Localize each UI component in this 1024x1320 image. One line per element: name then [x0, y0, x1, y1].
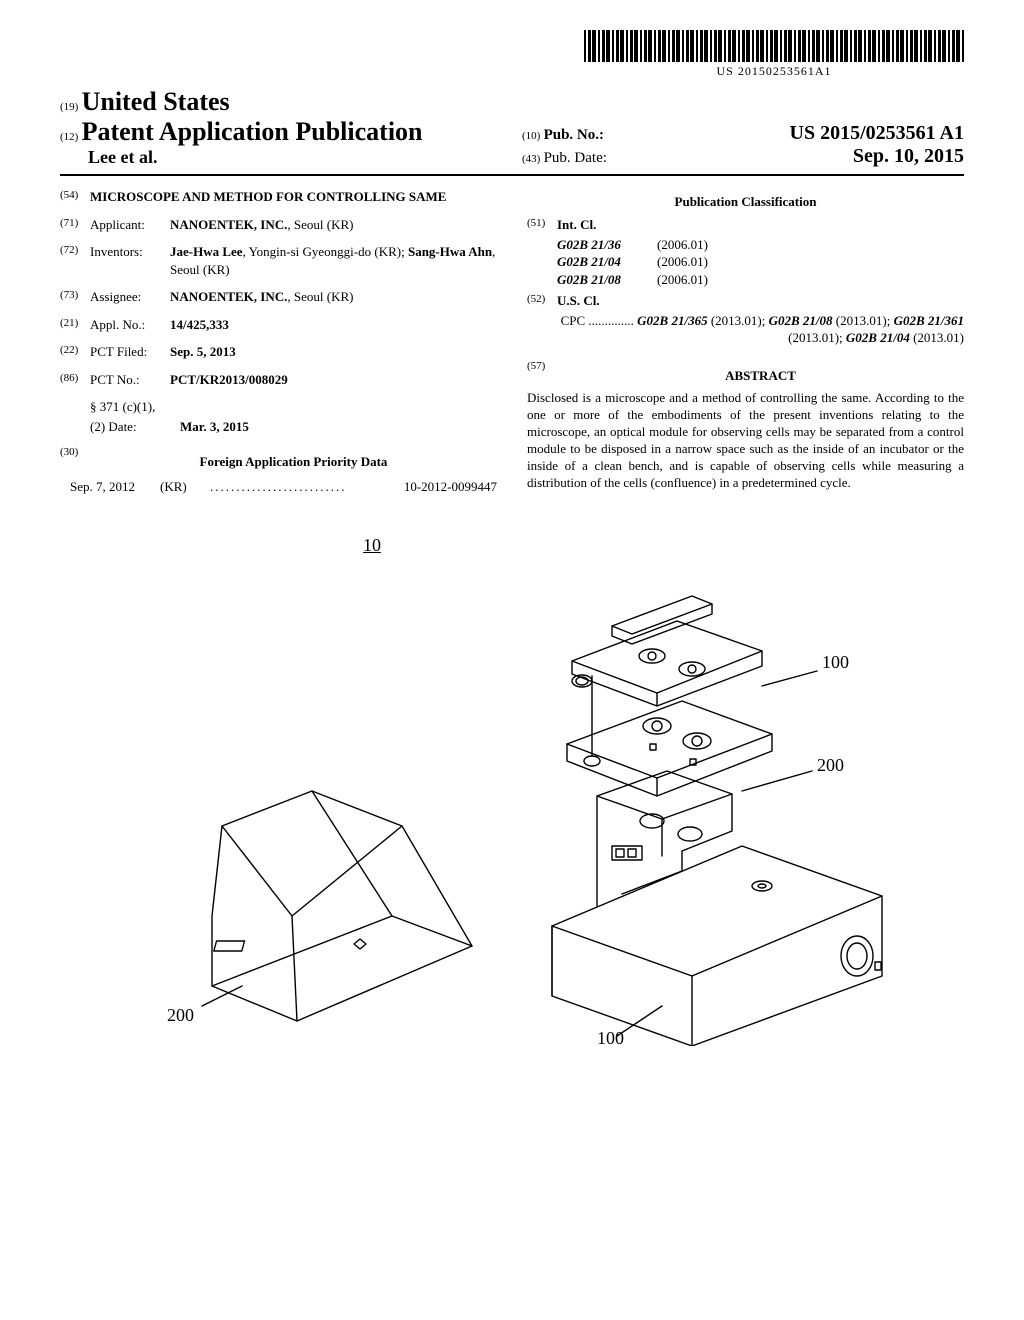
- field-22-pctfiled: (22) PCT Filed: Sep. 5, 2013: [60, 343, 497, 361]
- figure-area: 10: [60, 535, 964, 1050]
- code-43: (43): [522, 153, 540, 165]
- assignee-label: Assignee:: [90, 288, 170, 306]
- intcl-label: Int. Cl.: [557, 216, 964, 234]
- code-86: (86): [60, 371, 90, 389]
- ref-200b: 200: [167, 1005, 194, 1025]
- code-73: (73): [60, 288, 90, 306]
- field-71-applicant: (71) Applicant: NANOENTEK, INC., Seoul (…: [60, 216, 497, 234]
- header-right: (10) Pub. No.: US 2015/0253561 A1 (43) P…: [502, 122, 964, 168]
- assignee-value: NANOENTEK, INC., Seoul (KR): [170, 288, 497, 306]
- code-22: (22): [60, 343, 90, 361]
- field-30: (30) Foreign Application Priority Data: [60, 445, 497, 475]
- field-72-inventors: (72) Inventors: Jae-Hwa Lee, Yongin-si G…: [60, 243, 497, 278]
- s371-date-label: (2) Date:: [90, 418, 180, 436]
- dots-leader: ..........................: [210, 479, 377, 495]
- intcl-code-0: G02B 21/36: [557, 236, 657, 254]
- applicant-label: Applicant:: [90, 216, 170, 234]
- priority-country: (KR): [160, 479, 210, 495]
- intcl-ver-0: (2006.01): [657, 236, 964, 254]
- uscl-label: U.S. Cl.: [557, 292, 964, 310]
- intcl-row-1: G02B 21/04 (2006.01): [557, 253, 964, 271]
- inventors-value: Jae-Hwa Lee, Yongin-si Gyeonggi-do (KR);…: [170, 243, 497, 278]
- abstract-heading: ABSTRACT: [557, 367, 964, 385]
- priority-date: Sep. 7, 2012: [70, 479, 160, 495]
- code-30: (30): [60, 445, 90, 475]
- code-54: (54): [60, 188, 90, 206]
- barcode-region: US 20150253561A1: [60, 30, 964, 79]
- pctno-label: PCT No.:: [90, 371, 170, 389]
- header-left: (19) United States (12) Patent Applicati…: [60, 87, 502, 168]
- ref-100b: 100: [597, 1028, 624, 1046]
- intcl-row-2: G02B 21/08 (2006.01): [557, 271, 964, 289]
- s371-date-value: Mar. 3, 2015: [180, 418, 497, 436]
- patent-figure: 100 200 200 100: [122, 566, 902, 1046]
- field-21-applno: (21) Appl. No.: 14/425,333: [60, 316, 497, 334]
- pubno: US 2015/0253561 A1: [612, 122, 964, 145]
- inventors-short: Lee et al.: [88, 147, 502, 168]
- pctfiled-value: Sep. 5, 2013: [170, 343, 497, 361]
- pubdate-label: Pub. Date:: [544, 150, 607, 166]
- field-86-pctno: (86) PCT No.: PCT/KR2013/008029: [60, 371, 497, 389]
- code-10: (10): [522, 130, 540, 142]
- applno-value: 14/425,333: [170, 316, 497, 334]
- left-column: (54) MICROSCOPE AND METHOD FOR CONTROLLI…: [60, 188, 497, 495]
- ref-200a: 200: [817, 755, 844, 775]
- code-19: (19): [60, 101, 78, 113]
- applicant-value: NANOENTEK, INC., Seoul (KR): [170, 217, 353, 232]
- field-371-a: § 371 (c)(1),: [60, 398, 497, 416]
- code-72: (72): [60, 243, 90, 278]
- classification-heading: Publication Classification: [527, 194, 964, 210]
- field-371-b: (2) Date: Mar. 3, 2015: [60, 418, 497, 436]
- field-54-title: (54) MICROSCOPE AND METHOD FOR CONTROLLI…: [60, 188, 497, 206]
- code-51: (51): [527, 216, 557, 234]
- applno-label: Appl. No.:: [90, 316, 170, 334]
- pubno-label: Pub. No.:: [544, 127, 604, 143]
- intcl-code-1: G02B 21/04: [557, 253, 657, 271]
- pubdate: Sep. 10, 2015: [615, 145, 964, 168]
- code-57: (57): [527, 359, 557, 389]
- country: United States: [82, 87, 230, 116]
- intcl-ver-1: (2006.01): [657, 253, 964, 271]
- code-52: (52): [527, 292, 557, 310]
- right-column: Publication Classification (51) Int. Cl.…: [527, 188, 964, 495]
- inventors-label: Inventors:: [90, 243, 170, 278]
- pctno-value: PCT/KR2013/008029: [170, 371, 497, 389]
- publication-type: Patent Application Publication: [82, 117, 423, 146]
- field-57-abstract: (57) ABSTRACT: [527, 359, 964, 389]
- priority-heading: Foreign Application Priority Data: [90, 453, 497, 471]
- header: (19) United States (12) Patent Applicati…: [60, 87, 964, 176]
- abstract-text: Disclosed is a microscope and a method o…: [527, 390, 964, 491]
- code-12: (12): [60, 131, 78, 143]
- field-73-assignee: (73) Assignee: NANOENTEK, INC., Seoul (K…: [60, 288, 497, 306]
- cpc-prefix: CPC ..............: [561, 313, 634, 328]
- intcl-code-2: G02B 21/08: [557, 271, 657, 289]
- s371-label: § 371 (c)(1),: [90, 398, 180, 416]
- barcode-bars: [584, 30, 964, 62]
- barcode-number: US 20150253561A1: [584, 64, 964, 79]
- bibliographic-data: (54) MICROSCOPE AND METHOD FOR CONTROLLI…: [60, 188, 964, 495]
- cpc-line: CPC .............. G02B 21/365 (2013.01)…: [557, 312, 964, 347]
- priority-number: 10-2012-0099447: [377, 479, 497, 495]
- invention-title: MICROSCOPE AND METHOD FOR CONTROLLING SA…: [90, 188, 497, 206]
- pctfiled-label: PCT Filed:: [90, 343, 170, 361]
- cpc-codes: G02B 21/365 (2013.01); G02B 21/08 (2013.…: [637, 313, 964, 346]
- intcl-row-0: G02B 21/36 (2006.01): [557, 236, 964, 254]
- priority-row: Sep. 7, 2012 (KR) ......................…: [70, 479, 497, 495]
- field-51-intcl: (51) Int. Cl.: [527, 216, 964, 234]
- code-71: (71): [60, 216, 90, 234]
- barcode: US 20150253561A1: [584, 30, 964, 79]
- intcl-ver-2: (2006.01): [657, 271, 964, 289]
- figure-main-ref: 10: [363, 535, 381, 556]
- code-21: (21): [60, 316, 90, 334]
- field-52-uscl: (52) U.S. Cl.: [527, 292, 964, 310]
- ref-100a: 100: [822, 652, 849, 672]
